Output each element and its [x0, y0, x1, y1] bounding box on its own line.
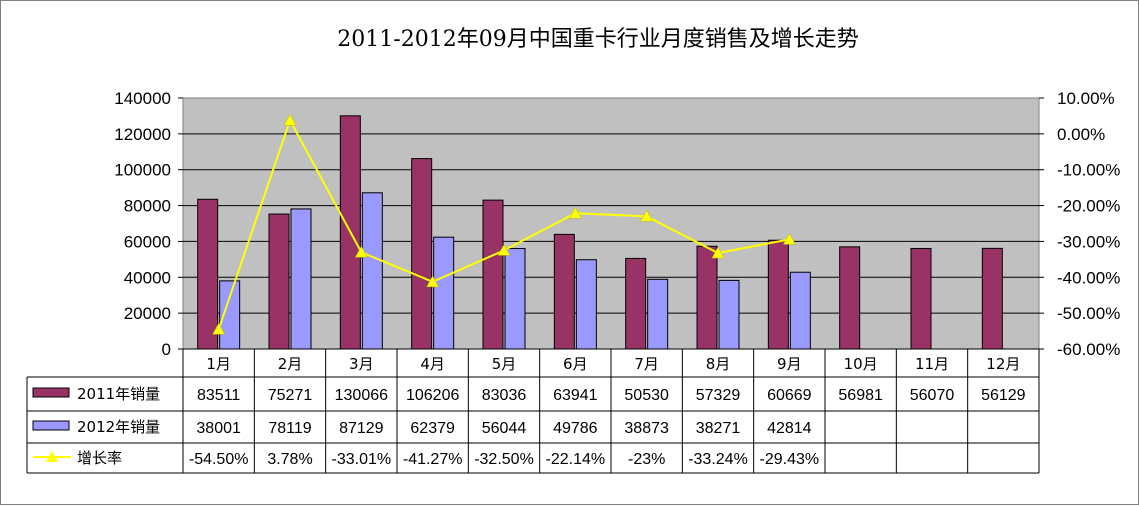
table-cell: -33.24% — [688, 451, 748, 468]
category-label: 10月 — [844, 355, 878, 373]
bar-2012 — [433, 236, 455, 350]
table-cell: 130066 — [335, 387, 388, 404]
chart-title: 2011-2012年09月中国重卡行业月度销售及增长走势 — [337, 27, 858, 52]
table-cell: 62379 — [410, 420, 455, 437]
bar-2011 — [553, 233, 575, 350]
left-tick-label: 20000 — [124, 304, 171, 323]
right-tick-label: -50.00% — [1057, 304, 1120, 323]
table-cell: 38873 — [624, 420, 669, 437]
category-label: 11月 — [915, 355, 949, 373]
table-cell: -41.27% — [403, 451, 463, 468]
category-label: 7月 — [634, 355, 659, 373]
bar-2011 — [268, 213, 290, 350]
table-cell: 75271 — [268, 387, 313, 404]
bar-2011 — [696, 245, 718, 350]
table-cell: 3.78% — [267, 451, 312, 468]
category-label: 1月 — [206, 355, 231, 373]
bar-2011 — [910, 247, 932, 350]
category-label: 4月 — [420, 355, 445, 373]
growth-marker — [568, 206, 582, 219]
category-label: 5月 — [492, 355, 517, 373]
left-tick-label: 0 — [162, 340, 171, 359]
growth-marker — [212, 322, 226, 335]
table-cell: 38271 — [696, 420, 741, 437]
bar-2012 — [647, 278, 669, 350]
category-label: 9月 — [777, 355, 802, 373]
table-cell: 49786 — [553, 420, 598, 437]
table-cell: 42814 — [767, 420, 812, 437]
category-label: 6月 — [563, 355, 588, 373]
bar-2012 — [361, 192, 383, 350]
right-tick-label: 10.00% — [1057, 89, 1115, 108]
table-cell: 60669 — [767, 387, 812, 404]
bar-2011 — [197, 198, 219, 350]
left-tick-label: 80000 — [124, 197, 171, 216]
bar-2011 — [839, 246, 861, 350]
right-tick-label: -20.00% — [1057, 197, 1120, 216]
category-label: 12月 — [986, 355, 1020, 373]
bar-2011 — [411, 158, 433, 350]
legend-key-1 — [32, 420, 70, 431]
left-tick-label: 100000 — [114, 161, 171, 180]
right-tick-label: -60.00% — [1057, 340, 1120, 359]
bar-2011 — [767, 239, 789, 350]
bar-2011 — [625, 257, 647, 350]
table-cell: 56981 — [838, 387, 883, 404]
table-cell: 56044 — [482, 420, 527, 437]
category-label: 3月 — [349, 355, 374, 373]
left-tick-label: 140000 — [114, 89, 171, 108]
legend-label: 增长率 — [77, 449, 122, 467]
table-cell: 56129 — [981, 387, 1026, 404]
table-cell: -23% — [628, 451, 665, 468]
bar-2011 — [981, 247, 1003, 350]
legend-label: 2011年销量 — [77, 385, 160, 403]
right-tick-label: -10.00% — [1057, 161, 1120, 180]
growth-marker — [782, 232, 796, 245]
bar-2012 — [575, 259, 597, 350]
growth-marker — [426, 275, 440, 288]
table-cell: 78119 — [268, 420, 311, 437]
left-tick-label: 60000 — [124, 232, 171, 251]
table-cell: 106206 — [406, 387, 459, 404]
table-cell: 63941 — [553, 387, 598, 404]
right-tick-label: -30.00% — [1057, 232, 1120, 251]
table-cell: -33.01% — [332, 451, 392, 468]
category-label: 2月 — [278, 355, 303, 373]
table-cell: 83036 — [482, 387, 527, 404]
bar-2012 — [504, 248, 526, 350]
growth-marker — [283, 113, 297, 126]
right-tick-label: 0.00% — [1057, 125, 1105, 144]
growth-marker — [354, 245, 368, 258]
table-cell: 87129 — [339, 420, 384, 437]
bar-2012 — [718, 279, 740, 350]
table-cell: 56070 — [910, 387, 955, 404]
growth-marker — [497, 243, 511, 256]
right-tick-label: -40.00% — [1057, 268, 1120, 287]
growth-marker — [640, 209, 654, 222]
category-label: 8月 — [706, 355, 731, 373]
left-tick-label: 40000 — [124, 268, 171, 287]
bar-2012 — [290, 208, 312, 350]
table-cell: -32.50% — [474, 451, 534, 468]
table-cell: -54.50% — [189, 451, 249, 468]
legend-label: 2012年销量 — [77, 418, 160, 436]
table-cell: 57329 — [696, 387, 741, 404]
legend-key-0 — [32, 387, 70, 398]
left-tick-label: 120000 — [114, 125, 171, 144]
table-cell: 38001 — [196, 420, 241, 437]
table-cell: -29.43% — [760, 451, 820, 468]
bar-2011 — [482, 199, 504, 350]
table-cell: -22.14% — [546, 451, 606, 468]
table-cell: 83511 — [197, 387, 240, 404]
legend-key-marker — [46, 451, 58, 462]
bar-2012 — [789, 271, 811, 350]
plot-area — [182, 97, 1040, 350]
growth-marker — [711, 246, 725, 259]
table-cell: 50530 — [624, 387, 669, 404]
